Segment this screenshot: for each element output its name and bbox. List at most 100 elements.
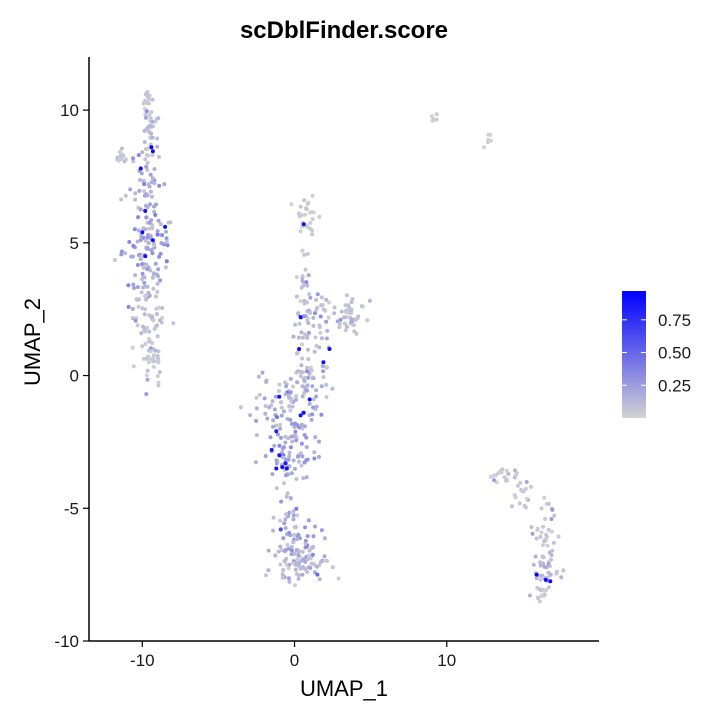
cell-point (343, 303, 348, 308)
cell-point (337, 325, 342, 330)
cell-point (311, 315, 316, 320)
cell-point (353, 317, 358, 322)
cell-point (301, 557, 306, 562)
cell-point (143, 294, 148, 299)
cell-point (303, 300, 308, 305)
cell-point (318, 330, 323, 335)
cell-point (150, 135, 155, 140)
cell-point (278, 426, 283, 431)
cell-point (298, 369, 303, 374)
cell-point (141, 178, 146, 183)
cell-point (146, 241, 151, 246)
cell-point (284, 512, 289, 517)
cell-point (133, 197, 138, 202)
cell-point (303, 541, 308, 546)
cell-point (524, 480, 529, 484)
cell-point (143, 92, 148, 97)
cell-point (296, 425, 301, 430)
cell-point (142, 140, 147, 144)
cell-point (298, 299, 303, 304)
cell-point (118, 154, 123, 158)
cell-point (152, 243, 156, 248)
cell-point (545, 543, 550, 548)
cell-point (155, 289, 160, 294)
cell-point-high-score (150, 149, 155, 154)
cell-point (309, 417, 314, 422)
cell-point (117, 157, 122, 162)
cell-point (294, 506, 299, 511)
cell-point (151, 272, 156, 277)
cell-point (295, 380, 300, 385)
cell-point (254, 406, 259, 411)
cell-point (287, 530, 292, 535)
cell-point (429, 114, 434, 119)
cell-point (279, 413, 284, 418)
cell-point (341, 315, 346, 320)
cell-point (157, 154, 161, 159)
cell-point (278, 518, 283, 523)
cell-point (317, 439, 321, 444)
cell-point (148, 202, 152, 207)
cell-point-high-score (274, 429, 279, 434)
cell-point (274, 423, 279, 428)
cell-point (304, 384, 309, 389)
cell-point (538, 577, 543, 582)
cell-point (539, 594, 544, 599)
cell-point (150, 194, 154, 199)
cell-point (126, 283, 131, 288)
cell-point (271, 424, 275, 429)
cell-point (286, 457, 291, 462)
cell-point (147, 184, 152, 189)
cell-point (552, 513, 557, 518)
cell-point (549, 529, 554, 534)
cell-point (273, 553, 278, 558)
cell-point (289, 202, 294, 207)
cell-point (515, 483, 520, 488)
cell-point (145, 368, 150, 373)
cell-point-high-score (284, 466, 289, 471)
cell-point (126, 304, 131, 309)
cell-point (119, 197, 124, 202)
cell-point (321, 307, 326, 312)
cell-point (330, 386, 335, 391)
cell-point (150, 226, 155, 231)
cell-point (141, 275, 146, 280)
cell-point (296, 576, 301, 581)
cell-point (133, 191, 138, 196)
cell-point (305, 534, 310, 539)
colorbar-tick-label: 0.50 (658, 344, 691, 363)
cell-point (561, 568, 566, 573)
cell-point (345, 293, 349, 298)
cell-point (138, 207, 143, 212)
cell-point (272, 443, 277, 448)
cell-point-high-score (277, 453, 282, 458)
cell-point (156, 358, 161, 363)
cell-point (140, 150, 145, 155)
cell-point (153, 119, 158, 124)
cell-point (128, 187, 133, 192)
cell-point (304, 435, 309, 440)
cell-point (510, 504, 514, 509)
cell-point (135, 239, 140, 244)
cell-point (155, 374, 160, 379)
cell-point (303, 267, 308, 272)
cell-point (345, 324, 349, 329)
cell-point (317, 214, 322, 219)
cell-point (148, 346, 153, 351)
cell-point (315, 305, 320, 310)
x-tick-label: -10 (130, 651, 155, 670)
cell-point (137, 188, 142, 193)
cell-point (307, 292, 312, 297)
cell-point (546, 562, 551, 566)
cell-point (283, 380, 287, 385)
cell-point (144, 164, 149, 169)
cell-point (546, 585, 551, 590)
cell-point (152, 204, 156, 209)
cell-point (530, 531, 535, 536)
cell-point (163, 265, 168, 270)
cell-point (155, 334, 160, 339)
cell-point-high-score (277, 394, 282, 399)
cell-point (152, 181, 157, 186)
cell-point (299, 441, 304, 446)
cell-point (513, 494, 518, 498)
